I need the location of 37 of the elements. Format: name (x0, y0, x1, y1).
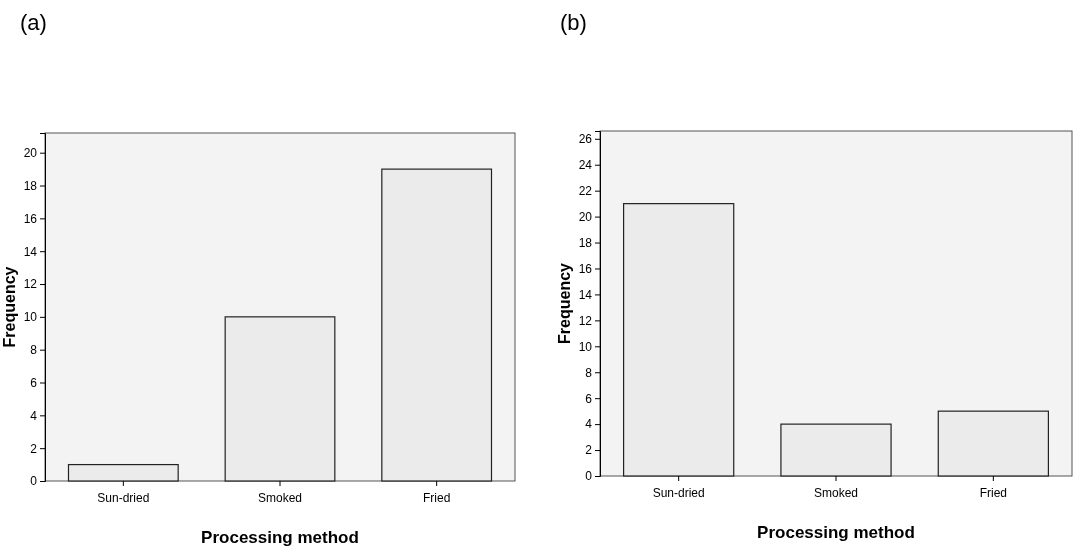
y-tick-label: 18 (23, 178, 38, 193)
chart-title: (b) (560, 10, 587, 35)
y-tick-label: 14 (23, 244, 38, 259)
y-tick-label: 20 (578, 209, 593, 224)
x-tick-label: Sun-dried (652, 486, 705, 501)
x-tick-label: Sun-dried (97, 491, 150, 506)
y-tick-label: 10 (23, 310, 38, 325)
x-tick-label: Fried (422, 491, 451, 506)
y-tick-label: 24 (578, 158, 593, 173)
y-tick-label: 12 (578, 313, 593, 328)
y-axis-title: Frequency (1, 266, 18, 348)
y-axis-title: Frequency (556, 262, 573, 344)
y-tick-label: 4 (585, 417, 593, 432)
x-axis-title: Processing method (757, 523, 915, 542)
y-tick-label: 16 (23, 211, 38, 226)
y-tick-label: 4 (30, 408, 38, 423)
chart-title: (a) (20, 10, 47, 35)
x-axis-title: Processing method (201, 528, 359, 547)
y-tick-label: 8 (585, 365, 593, 380)
y-tick-label: 2 (30, 441, 38, 456)
y-tick-label: 14 (578, 287, 593, 302)
y-tick-label: 6 (585, 391, 593, 406)
y-tick-label: 0 (585, 469, 593, 484)
x-tick-label: Smoked (257, 491, 303, 506)
y-tick-label: 2 (585, 443, 593, 458)
y-tick-label: 6 (30, 375, 38, 390)
y-tick-label: 16 (578, 261, 593, 276)
y-tick-label: 18 (578, 235, 593, 250)
y-tick-label: 8 (30, 343, 38, 358)
y-tick-label: 12 (23, 277, 38, 292)
y-tick-label: 22 (578, 184, 593, 198)
y-tick-label: 26 (578, 132, 593, 147)
x-tick-label: Fried (979, 486, 1008, 501)
y-tick-label: 0 (30, 474, 38, 489)
y-tick-label: 20 (23, 146, 38, 161)
x-tick-label: Smoked (813, 486, 859, 501)
y-tick-label: 10 (578, 339, 593, 354)
